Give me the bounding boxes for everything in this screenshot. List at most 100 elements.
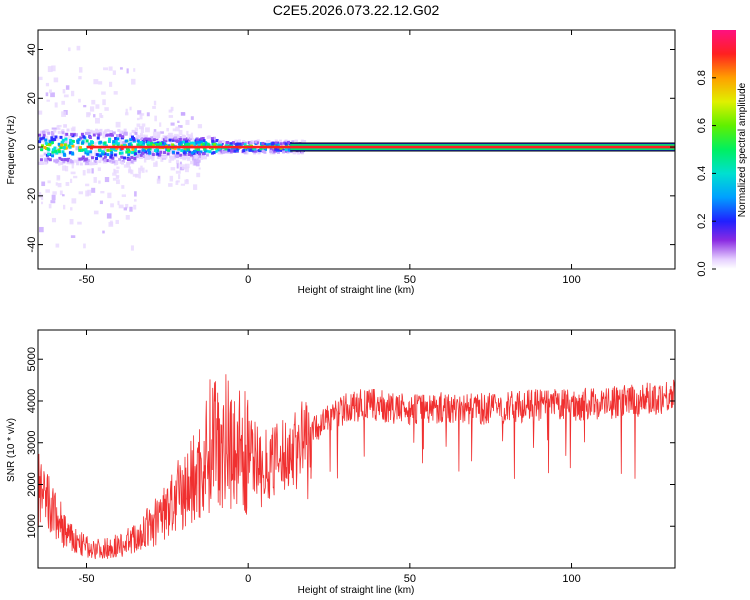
spectral-noise-cell (187, 134, 192, 140)
spectral-band-cell (131, 129, 135, 133)
spectral-band-cell (76, 141, 80, 145)
snr-line-segment (265, 401, 312, 500)
spectral-band-cell (147, 141, 151, 145)
spectral-band-cell (112, 140, 116, 144)
spectral-band-cell (91, 156, 95, 160)
spectral-noise-cell (133, 204, 137, 210)
spectral-band-cell (265, 143, 269, 147)
spectral-noise-cell (134, 199, 137, 202)
spectral-band-cell (178, 142, 182, 146)
spectral-band-cell (274, 141, 278, 145)
spectral-band-cell (131, 147, 135, 151)
spectral-noise-cell (133, 68, 136, 72)
spectral-noise-cell (170, 147, 175, 153)
snr-line-segment (447, 392, 494, 472)
spectral-noise-cell (39, 154, 44, 158)
spectral-noise-cell (168, 183, 173, 187)
spectral-noise-cell (129, 132, 133, 137)
spectral-noise-cell (121, 194, 126, 197)
spectral-band-cell (40, 148, 44, 152)
spectrogram-y-tick-label: -20 (26, 188, 38, 204)
spectral-band-cell (81, 148, 85, 152)
spectral-band-cell (148, 147, 152, 151)
spectral-noise-cell (179, 163, 183, 167)
spectral-band-cell (206, 143, 210, 147)
spectral-noise-cell (84, 162, 90, 166)
snr-x-ticks: -50 0 50 100 (79, 330, 581, 585)
spectral-band-cell (243, 143, 247, 147)
spectral-noise-cell (131, 78, 136, 85)
spectral-noise-cell (57, 182, 62, 188)
spectral-band-cell (160, 143, 164, 147)
spectrogram-x-tick-label: -50 (79, 274, 95, 286)
spectral-band-cell (90, 140, 94, 144)
spectral-noise-cell (43, 135, 49, 141)
spectral-band-cell (200, 137, 204, 141)
spectral-band-cell (53, 159, 57, 163)
spectral-band-cell (202, 142, 206, 146)
spectral-band-cell (141, 155, 145, 159)
spectral-band-cell (57, 148, 61, 152)
spectral-band-cell (129, 138, 133, 142)
spectral-noise-cell (38, 110, 43, 115)
spectral-noise-cell (149, 146, 155, 152)
spectral-noise-cell (175, 159, 180, 164)
spectral-noise-cell (70, 178, 73, 184)
spectral-noise-cell (43, 152, 46, 156)
spectral-noise-cell (158, 148, 161, 152)
spectral-noise-cell (51, 127, 57, 130)
spectral-band-cell (118, 157, 122, 161)
spectral-band-cell (263, 150, 267, 154)
spectral-noise-cell (190, 160, 194, 165)
spectral-noise-cell (108, 66, 113, 71)
spectral-noise-cell (50, 200, 56, 204)
spectral-band-cell (103, 130, 107, 134)
spectral-band-cell (190, 141, 194, 145)
spectral-band-cell (85, 159, 89, 163)
snr-line-segment (583, 385, 630, 474)
spectral-noise-cell (51, 65, 56, 72)
spectral-band-cell (86, 150, 90, 154)
spectral-band-cell (41, 130, 45, 134)
spectral-band-cell (152, 135, 156, 139)
spectral-band-cell (116, 137, 120, 141)
spectral-band-cell (74, 133, 78, 137)
spectral-band-cell (127, 150, 131, 154)
spectral-band-cell (194, 155, 198, 159)
spectral-noise-cell (136, 117, 140, 121)
spectral-band-cell (53, 129, 57, 133)
spectral-noise-cell (120, 152, 124, 159)
spectral-band-cell (111, 147, 115, 151)
spectral-band-cell (54, 149, 58, 153)
spectral-band-cell (63, 143, 67, 147)
spectral-noise-cell (99, 113, 103, 118)
spectral-band-cell (155, 143, 159, 147)
spectral-band-cell (78, 146, 82, 150)
spectral-band-cell (254, 140, 258, 144)
spectral-band-cell (273, 149, 277, 153)
spectral-band-cell (149, 142, 153, 146)
spectral-noise-cell (134, 127, 139, 132)
spectral-band-cell (257, 151, 261, 155)
spectral-noise-cell (114, 143, 119, 148)
spectral-noise-cell (139, 113, 143, 120)
spectral-band-cell (84, 148, 88, 152)
spectral-band-cell (40, 144, 44, 148)
spectral-noise-cell (172, 128, 177, 132)
spectral-noise-cell (47, 180, 51, 184)
spectral-noise-cell (101, 91, 106, 95)
spectral-band-cell (124, 132, 128, 136)
spectral-noise-cell (89, 106, 95, 112)
spectral-noise-cell (170, 158, 175, 161)
spectral-band-cell (219, 140, 223, 144)
spectral-band-cell (152, 138, 156, 142)
spectral-band-cell (103, 160, 107, 164)
spectral-band-cell (43, 145, 47, 149)
spectral-band-cell (177, 147, 181, 151)
spectral-noise-cell (61, 100, 65, 105)
spectral-noise-cell (103, 67, 109, 71)
spectral-band-cell (197, 143, 201, 147)
spectral-noise-cell (197, 124, 203, 129)
colorbar-tick-label: 0.4 (696, 166, 708, 181)
spectral-band-cell (174, 139, 178, 143)
